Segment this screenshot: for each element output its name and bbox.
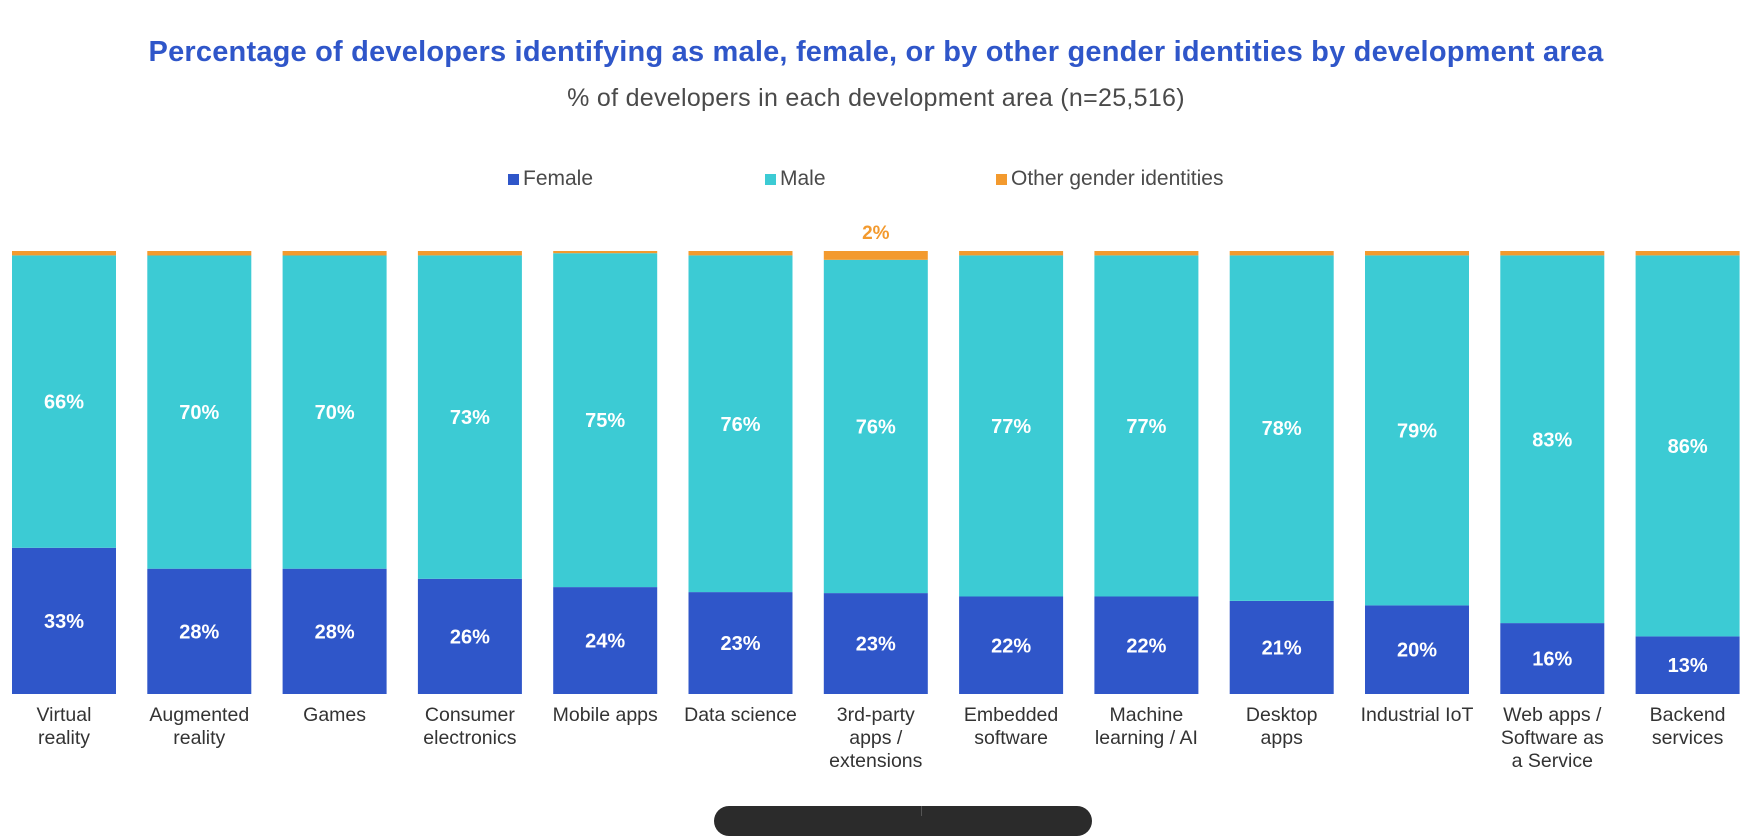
bar-female-0 (12, 547, 116, 694)
bar-female-1 (147, 568, 252, 694)
data-label-female-3: 26% (450, 626, 490, 648)
legend-item-other: Other gender identities (996, 164, 1223, 194)
data-label-male-5: 76% (720, 414, 760, 436)
data-label-female-12: 13% (1668, 655, 1708, 677)
stacked-bar-chart: 33% 66% 28% 70% 28% 70% 26% 73% 24% 75% 23% 76% 23% 7… (12, 223, 1740, 694)
data-label-female-10: 20% (1397, 640, 1437, 662)
category-label-6: 3rd-party apps / extensions (829, 704, 923, 772)
bar-male-1 (147, 255, 252, 569)
bar-male-12 (1635, 255, 1740, 637)
data-label-male-1: 70% (179, 402, 219, 424)
data-label-female-7: 22% (991, 635, 1031, 657)
bar-female-11 (1500, 623, 1605, 694)
bar-male-9 (1229, 255, 1334, 601)
category-label-7: Embedded software (963, 704, 1059, 749)
category-label-5: Data science (684, 704, 797, 726)
legend-label-other: Other gender identities (1011, 167, 1224, 190)
legend-item-male: Male (765, 164, 826, 194)
bar-female-2 (282, 568, 387, 694)
bar-other-2 (282, 251, 387, 256)
bar-male-11 (1500, 255, 1605, 624)
bar-other-9 (1229, 251, 1334, 256)
category-label-3: Consumer electronics (423, 704, 517, 749)
category-label-12: Backend services (1649, 704, 1726, 749)
bar-male-7 (959, 255, 1064, 597)
legend-swatch-other (996, 173, 1007, 185)
bar-other-1 (147, 251, 252, 256)
bar-female-8 (1094, 596, 1199, 694)
data-label-female-0: 33% (44, 611, 84, 633)
data-label-other-6: 2% (862, 223, 890, 244)
legend-label-female: Female (523, 167, 594, 190)
data-label-female-1: 28% (179, 621, 219, 643)
bar-other-7 (959, 251, 1064, 256)
bar-male-5 (688, 255, 793, 593)
legend: Female Male Other gender identities (0, 164, 1752, 194)
bar-female-4 (553, 587, 658, 694)
legend-item-female: Female (508, 164, 593, 194)
bar-female-6 (823, 593, 928, 694)
data-label-male-8: 77% (1126, 416, 1166, 438)
data-label-female-11: 16% (1532, 649, 1572, 671)
legend-swatch-male (765, 173, 776, 185)
bar-other-10 (1365, 251, 1469, 256)
data-label-male-0: 66% (44, 392, 84, 414)
bar-male-8 (1094, 255, 1199, 597)
data-label-male-11: 83% (1532, 429, 1572, 451)
bar-female-10 (1365, 605, 1469, 694)
data-label-male-6: 76% (856, 416, 896, 438)
data-label-male-10: 79% (1397, 420, 1437, 442)
bottom-overlay-tab[interactable] (714, 806, 1092, 836)
bar-male-2 (282, 255, 387, 569)
bar-other-8 (1094, 251, 1199, 256)
category-label-2: Games (303, 704, 367, 726)
chart-title: Percentage of developers identifying as … (148, 36, 1604, 68)
bar-other-0 (12, 251, 116, 256)
bar-other-6 (823, 251, 928, 260)
bar-male-6 (823, 259, 928, 594)
category-label-11: Web apps / Software as a Service (1500, 704, 1604, 772)
category-label-1: Augmented reality (149, 704, 250, 749)
bar-female-12 (1635, 636, 1740, 694)
data-label-male-12: 86% (1668, 436, 1708, 458)
data-label-male-9: 78% (1262, 418, 1302, 440)
bar-female-5 (688, 592, 793, 694)
bar-other-5 (688, 251, 793, 256)
legend-label-male: Male (780, 167, 826, 190)
data-label-female-4: 24% (585, 631, 625, 653)
category-label-4: Mobile apps (552, 704, 658, 726)
bar-female-7 (959, 596, 1064, 694)
bar-female-9 (1229, 601, 1334, 694)
data-label-female-6: 23% (856, 634, 896, 656)
legend-swatch-female (508, 173, 519, 185)
data-label-female-9: 21% (1262, 638, 1302, 660)
category-label-8: Machine learning / AI (1094, 704, 1198, 749)
data-label-male-7: 77% (991, 416, 1031, 438)
bar-female-3 (417, 578, 522, 694)
bar-male-10 (1365, 255, 1469, 606)
data-label-male-4: 75% (585, 410, 625, 432)
data-label-female-8: 22% (1126, 635, 1166, 657)
data-label-male-2: 70% (315, 402, 355, 424)
bar-other-12 (1635, 251, 1740, 256)
bar-male-3 (417, 255, 522, 579)
bar-male-0 (12, 255, 116, 548)
category-label-10: Industrial IoT (1360, 704, 1474, 726)
bar-other-11 (1500, 251, 1605, 256)
bottom-overlay-divider (921, 806, 922, 816)
chart-subtitle: % of developers in each development area… (567, 84, 1185, 112)
bar-other-3 (417, 251, 522, 256)
bar-other-4 (553, 251, 658, 254)
data-label-female-5: 23% (720, 633, 760, 655)
data-label-female-2: 28% (315, 621, 355, 643)
category-label-9: Desktop apps (1245, 704, 1318, 749)
category-label-0: Virtual reality (36, 704, 92, 749)
bar-male-4 (553, 253, 658, 588)
data-label-male-3: 73% (450, 407, 490, 429)
